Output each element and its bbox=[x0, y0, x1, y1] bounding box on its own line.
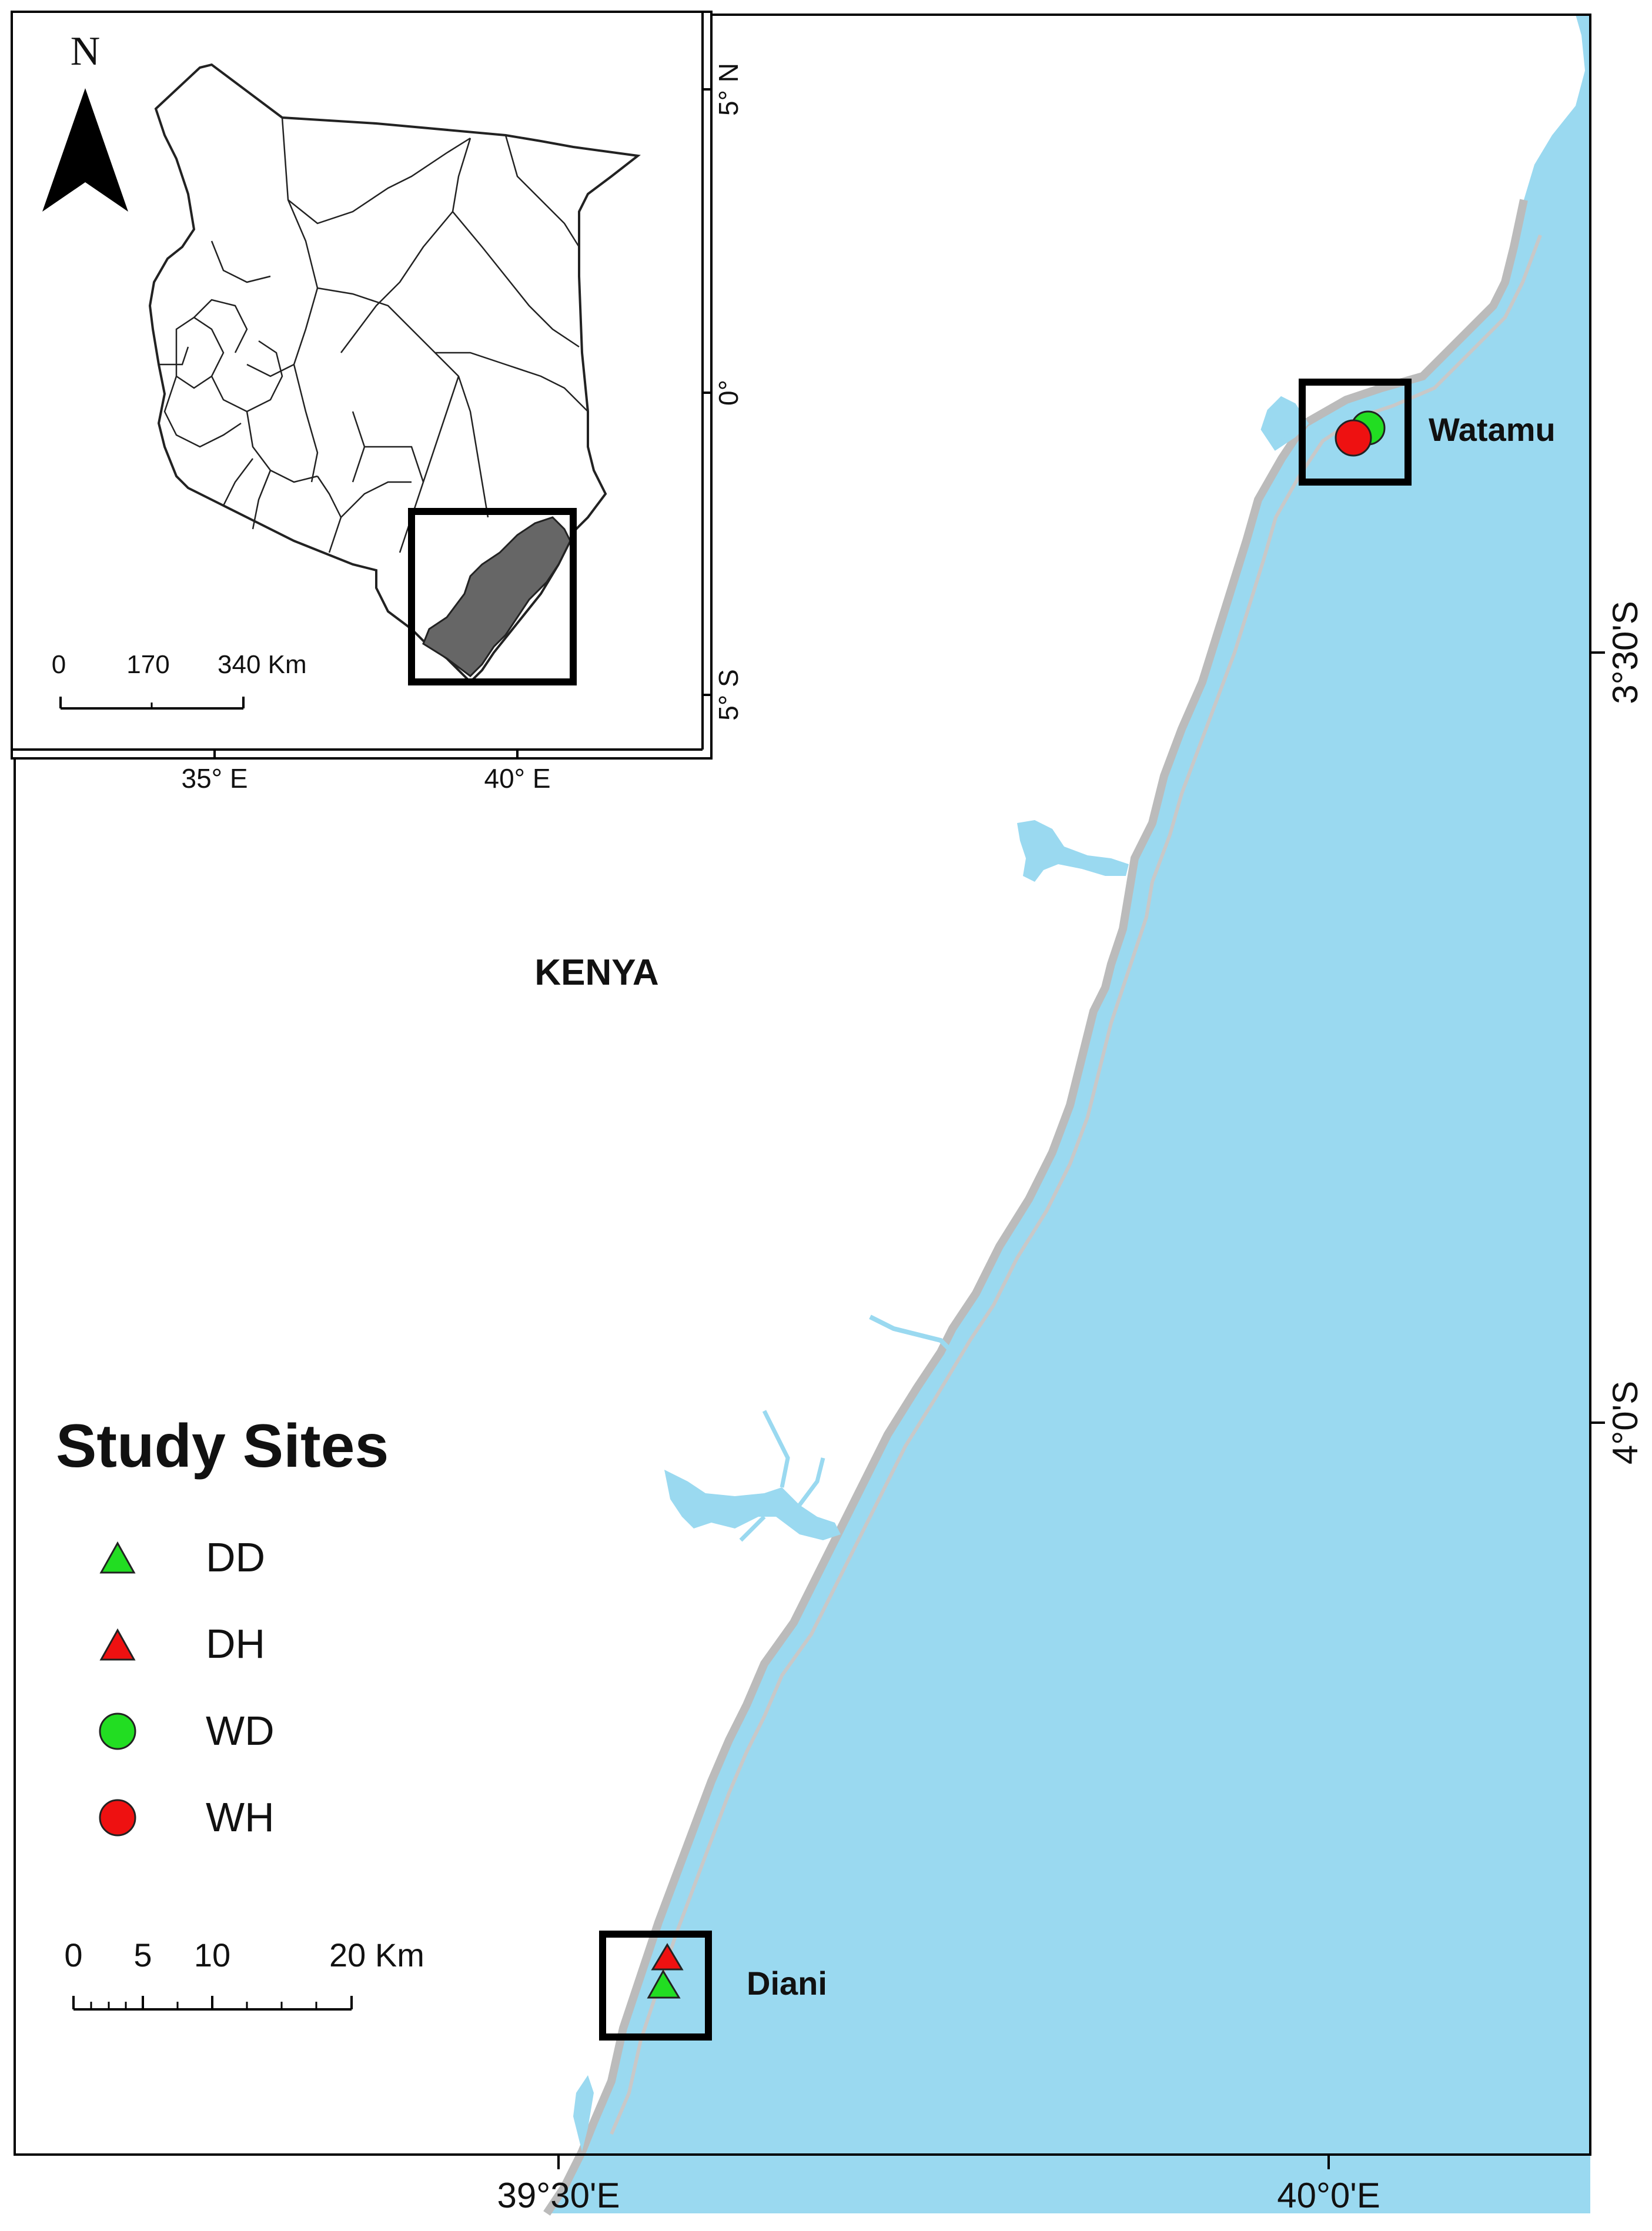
legend-title: Study Sites bbox=[56, 1412, 389, 1480]
inset-scale-340: 340 Km bbox=[218, 650, 307, 679]
inset-scale-0: 0 bbox=[52, 650, 66, 679]
scale-tick-0: 0 bbox=[64, 1936, 82, 1974]
y-tick-label-1: 3°30'S bbox=[1606, 601, 1645, 704]
coastline bbox=[543, 199, 1528, 2216]
creek-mtwapa bbox=[869, 1314, 954, 1354]
creek-tudor-branch bbox=[739, 1410, 825, 1542]
inset-x-tick-35: 35° E bbox=[181, 763, 248, 794]
creek-tudor bbox=[664, 1470, 841, 1540]
dh-marker bbox=[651, 1943, 684, 1971]
legend-dh-icon bbox=[99, 1628, 136, 1661]
inset-map: N bbox=[11, 11, 713, 760]
scale-bar: 0 5 10 20 Km bbox=[64, 1936, 424, 2011]
y-tick-label-2: 4°0'S bbox=[1606, 1381, 1645, 1464]
creek-kilifi bbox=[1017, 820, 1129, 882]
reef-line bbox=[610, 234, 1542, 2135]
legend-dh-label: DH bbox=[206, 1621, 265, 1667]
map-frame bbox=[14, 14, 1591, 2156]
legend: Study Sites DD DH WD WH bbox=[56, 1412, 389, 1840]
county-boundaries bbox=[159, 117, 588, 553]
country-label: KENYA bbox=[534, 952, 658, 993]
legend-wd-icon bbox=[99, 1712, 136, 1750]
inset-y-tick-5s: 5° S bbox=[713, 669, 744, 720]
dd-marker bbox=[647, 1969, 681, 1999]
creek-mida bbox=[1260, 396, 1309, 451]
watamu-label: Watamu bbox=[1429, 411, 1556, 448]
creek-south bbox=[573, 2075, 594, 2152]
inset-y-tick-5n: 5° N bbox=[713, 63, 744, 116]
legend-wh-icon bbox=[99, 1799, 136, 1837]
inset-axes: 35° E 40° E 5° N 0° 5° S bbox=[12, 12, 744, 794]
north-arrow-icon bbox=[42, 88, 128, 212]
inset-scale-bar: 0 170 340 Km bbox=[52, 650, 307, 710]
coastal-region bbox=[422, 516, 571, 677]
inset-x-tick-40: 40° E bbox=[484, 763, 550, 794]
scale-tick-5: 5 bbox=[133, 1936, 152, 1974]
legend-dd-label: DD bbox=[206, 1534, 265, 1580]
scale-tick-10: 10 bbox=[194, 1936, 230, 1974]
wh-marker bbox=[1335, 419, 1372, 457]
legend-wh-label: WH bbox=[206, 1794, 275, 1840]
diani-label: Diani bbox=[747, 1965, 827, 2002]
north-label: N bbox=[71, 29, 101, 74]
diani-site-box bbox=[599, 1931, 712, 2041]
x-tick-label-2: 40°0'E bbox=[1277, 2176, 1380, 2215]
legend-wd-label: WD bbox=[206, 1708, 275, 1754]
study-area-box bbox=[408, 508, 577, 685]
legend-dd-icon bbox=[99, 1541, 136, 1574]
watamu-site-box bbox=[1299, 379, 1412, 486]
x-tick-label-1: 39°30'E bbox=[497, 2176, 620, 2215]
scale-tick-20: 20 Km bbox=[329, 1936, 424, 1974]
inset-scale-170: 170 bbox=[126, 650, 169, 679]
inset-y-tick-0: 0° bbox=[713, 380, 744, 406]
